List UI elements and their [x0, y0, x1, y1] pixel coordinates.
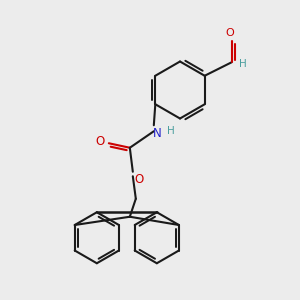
Text: O: O: [226, 28, 235, 38]
Text: N: N: [152, 127, 161, 140]
Text: O: O: [95, 135, 104, 148]
Text: H: H: [167, 126, 175, 136]
Text: H: H: [239, 59, 247, 69]
Text: O: O: [134, 173, 144, 186]
